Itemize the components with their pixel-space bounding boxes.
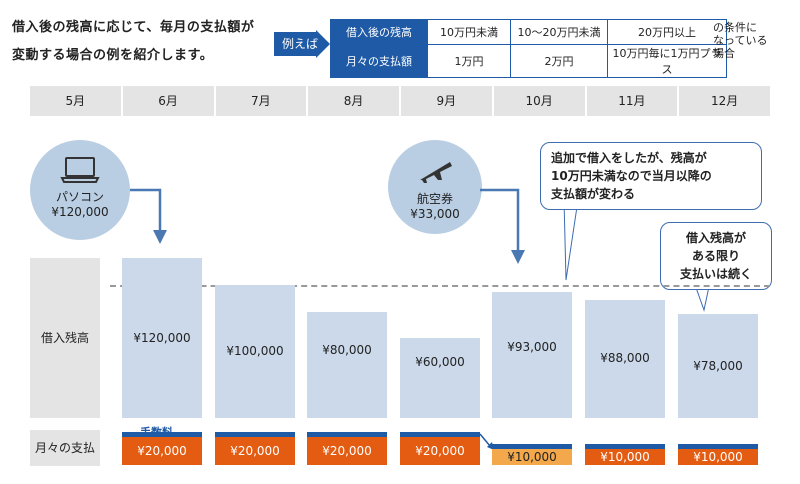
fee-strip bbox=[307, 432, 387, 437]
rules-balance-cell: 10～20万円未満 bbox=[510, 19, 608, 45]
rules-row-payment: 月々の支払額 1万円 2万円 10万円毎に1万円プラス bbox=[330, 44, 727, 78]
fee-strip bbox=[215, 432, 295, 437]
intro-line-2: 変動する場合の例を紹介します。 bbox=[12, 48, 214, 63]
purchase-item-label: 航空券 bbox=[416, 192, 453, 206]
callout-pointer bbox=[560, 199, 584, 282]
rules-balance-cell: 10万円未満 bbox=[427, 19, 511, 45]
fee-strip bbox=[492, 444, 572, 449]
month-label: 10月 bbox=[493, 86, 585, 116]
balance-bar-june: ¥120,000 bbox=[122, 258, 202, 418]
payment-block-august: ¥20,000 bbox=[307, 437, 387, 465]
balance-bar-december: ¥78,000 bbox=[678, 314, 758, 418]
balance-value: ¥60,000 bbox=[415, 355, 465, 369]
month-label: 11月 bbox=[586, 86, 678, 116]
purchase-item-amount: ¥33,000 bbox=[410, 207, 460, 221]
callout-line: ある限り bbox=[691, 249, 740, 263]
condition-note-line: 場合 bbox=[713, 47, 735, 60]
condition-note-line: の条件に bbox=[713, 21, 757, 34]
intro-text: 借入後の残高に応じて、毎月の支払額が 変動する場合の例を紹介します。 bbox=[12, 14, 254, 70]
payment-block-september: ¥20,000 bbox=[400, 437, 480, 465]
fee-strip bbox=[585, 444, 665, 449]
arrow-laptop-to-june bbox=[100, 180, 180, 248]
callout-extra-borrow: 追加で借入をしたが、残高が 10万円未満なので当月以降の 支払額が変わる bbox=[540, 142, 762, 210]
balance-value: ¥78,000 bbox=[693, 359, 743, 373]
balance-bar-october: ¥93,000 bbox=[492, 292, 572, 418]
fee-strip bbox=[122, 432, 202, 437]
condition-note: の条件に なっている 場合 bbox=[713, 21, 767, 60]
laptop-icon bbox=[60, 156, 100, 184]
callout-line: 追加で借入をしたが、残高が bbox=[551, 151, 707, 165]
purchase-laptop-circle bbox=[30, 140, 130, 240]
payment-value: ¥20,000 bbox=[230, 444, 280, 458]
month-header-row: 5月 6月 7月 8月 9月 10月 11月 12月 bbox=[30, 86, 770, 116]
month-label: 7月 bbox=[215, 86, 307, 116]
rules-balance-cell: 20万円以上 bbox=[607, 19, 727, 45]
rules-payment-cell: 10万円毎に1万円プラス bbox=[607, 44, 727, 78]
example-label: 例えば bbox=[281, 37, 318, 51]
row-label-payment-text: 月々の支払 bbox=[34, 441, 95, 455]
airplane-icon bbox=[416, 156, 454, 186]
callout-line: 支払額が変わる bbox=[551, 187, 636, 201]
rules-payment-cell: 2万円 bbox=[510, 44, 608, 78]
payment-value: ¥10,000 bbox=[507, 450, 557, 464]
payment-value: ¥20,000 bbox=[322, 444, 372, 458]
balance-bar-november: ¥88,000 bbox=[585, 300, 665, 418]
row-label-balance-text: 借入残高 bbox=[40, 331, 89, 345]
balance-value: ¥88,000 bbox=[600, 351, 650, 365]
month-label: 12月 bbox=[679, 86, 770, 116]
payment-value: ¥20,000 bbox=[137, 444, 187, 458]
condition-note-line: なっている bbox=[713, 34, 768, 47]
row-label-balance: 借入残高 bbox=[30, 258, 100, 418]
example-arrow bbox=[274, 30, 330, 58]
purchase-item-label: パソコン bbox=[55, 190, 104, 204]
fee-strip bbox=[400, 432, 480, 437]
purchase-laptop-text: パソコン ¥120,000 bbox=[30, 190, 130, 220]
balance-bar-july: ¥100,000 bbox=[215, 285, 295, 418]
payment-block-november: ¥10,000 bbox=[585, 449, 665, 465]
threshold-line bbox=[110, 285, 770, 287]
balance-value: ¥80,000 bbox=[322, 343, 372, 357]
month-label: 5月 bbox=[30, 86, 121, 116]
payment-block-december: ¥10,000 bbox=[678, 449, 758, 465]
purchase-item-amount: ¥120,000 bbox=[51, 205, 109, 219]
callout-line: 借入残高が bbox=[685, 231, 746, 245]
arrow-airplane-to-october bbox=[462, 180, 542, 268]
rules-balance-header: 借入後の残高 bbox=[330, 19, 428, 45]
fee-strip bbox=[678, 444, 758, 449]
rules-payment-cell: 1万円 bbox=[427, 44, 511, 78]
callout-continue: 借入残高が ある限り 支払いは続く bbox=[660, 222, 772, 290]
payment-value: ¥20,000 bbox=[415, 444, 465, 458]
rules-payment-header: 月々の支払額 bbox=[330, 44, 428, 78]
intro-line-1: 借入後の残高に応じて、毎月の支払額が bbox=[12, 20, 255, 35]
balance-value: ¥93,000 bbox=[507, 340, 557, 354]
balance-bar-september: ¥60,000 bbox=[400, 338, 480, 418]
payment-block-june: ¥20,000 bbox=[122, 437, 202, 465]
purchase-airplane-circle bbox=[388, 140, 482, 234]
balance-bar-august: ¥80,000 bbox=[307, 312, 387, 418]
callout-line: 10万円未満なので当月以降の bbox=[551, 169, 712, 183]
payment-block-october: ¥10,000 bbox=[492, 449, 572, 465]
payment-block-july: ¥20,000 bbox=[215, 437, 295, 465]
balance-value: ¥100,000 bbox=[226, 344, 284, 358]
month-label: 8月 bbox=[308, 86, 399, 116]
balance-value: ¥120,000 bbox=[133, 331, 191, 345]
rules-table: 借入後の残高 10万円未満 10～20万円未満 20万円以上 月々の支払額 1万… bbox=[330, 19, 727, 78]
month-label: 9月 bbox=[401, 86, 492, 116]
rules-row-balance: 借入後の残高 10万円未満 10～20万円未満 20万円以上 bbox=[330, 19, 727, 45]
payment-value: ¥10,000 bbox=[693, 450, 743, 464]
callout-line: 支払いは続く bbox=[679, 267, 752, 281]
payment-value: ¥10,000 bbox=[600, 450, 650, 464]
purchase-airplane-text: 航空券 ¥33,000 bbox=[388, 192, 482, 222]
row-label-payment: 月々の支払 bbox=[30, 430, 100, 466]
month-label: 6月 bbox=[122, 86, 214, 116]
